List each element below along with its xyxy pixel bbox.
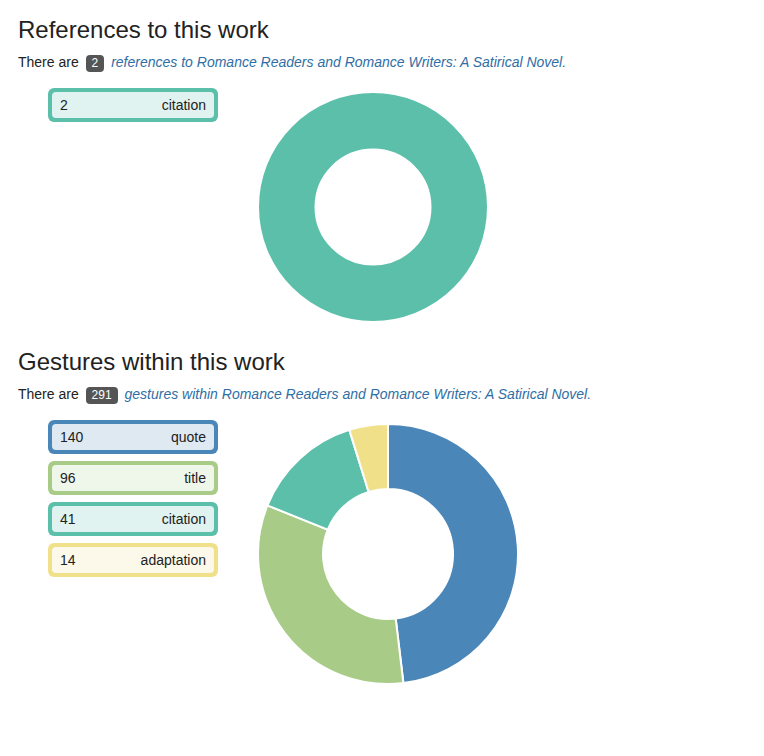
- legend-entry: 140 quote: [48, 420, 218, 454]
- legend-entry: 2 citation: [48, 88, 218, 122]
- page: References to this work There are 2 refer…: [0, 0, 764, 694]
- donut-slice: [258, 92, 488, 322]
- legend-value: 96: [60, 470, 76, 486]
- legend-value: 140: [60, 429, 83, 445]
- legend-entry-inner: 2 citation: [52, 92, 214, 118]
- legend-value: 14: [60, 552, 76, 568]
- legend-label: citation: [162, 511, 206, 527]
- legend-value: 41: [60, 511, 76, 527]
- count-badge: 291: [86, 387, 118, 404]
- legend-entry-inner: 41 citation: [52, 506, 214, 532]
- subtitle-text: There are: [18, 386, 79, 402]
- legend-label: citation: [162, 97, 206, 113]
- work-title: Romance Readers and Romance Writers: A S…: [222, 386, 591, 402]
- donut-chart: [248, 82, 498, 332]
- subtitle: There are 291 gestures within Romance Re…: [18, 384, 746, 404]
- chart-section: Gestures within this work There are 291 g…: [0, 332, 764, 694]
- slices: [258, 92, 488, 322]
- chart-row: 2 citation: [18, 82, 746, 332]
- chart-title: Gestures within this work: [18, 348, 746, 376]
- donut-slice: [258, 505, 403, 684]
- legend-entry-inner: 96 title: [52, 465, 214, 491]
- subtitle: There are 2 references to Romance Reader…: [18, 52, 746, 72]
- slices: [258, 424, 518, 684]
- donut-slice: [388, 424, 518, 683]
- count-badge: 2: [86, 55, 105, 72]
- legend-label: quote: [171, 429, 206, 445]
- chart-row: 140 quote 96 title 41 citation 14 adaptation: [18, 414, 746, 694]
- chart-title: References to this work: [18, 16, 746, 44]
- subtitle-link: gestures within: [125, 386, 218, 402]
- subtitle-text: There are: [18, 54, 79, 70]
- legend: 140 quote 96 title 41 citation 14 adaptation: [48, 420, 218, 584]
- legend-entry: 41 citation: [48, 502, 218, 536]
- legend-entry-inner: 140 quote: [52, 424, 214, 450]
- legend-label: title: [184, 470, 206, 486]
- legend-value: 2: [60, 97, 68, 113]
- legend-entry-inner: 14 adaptation: [52, 547, 214, 573]
- subtitle-link: references to: [111, 54, 193, 70]
- chart-section: References to this work There are 2 refer…: [0, 0, 764, 332]
- legend-entry: 14 adaptation: [48, 543, 218, 577]
- legend-entry: 96 title: [48, 461, 218, 495]
- legend-label: adaptation: [141, 552, 206, 568]
- legend: 2 citation: [48, 88, 218, 129]
- work-title: Romance Readers and Romance Writers: A S…: [197, 54, 566, 70]
- donut-chart: [248, 414, 528, 694]
- donut-slice: [349, 424, 388, 492]
